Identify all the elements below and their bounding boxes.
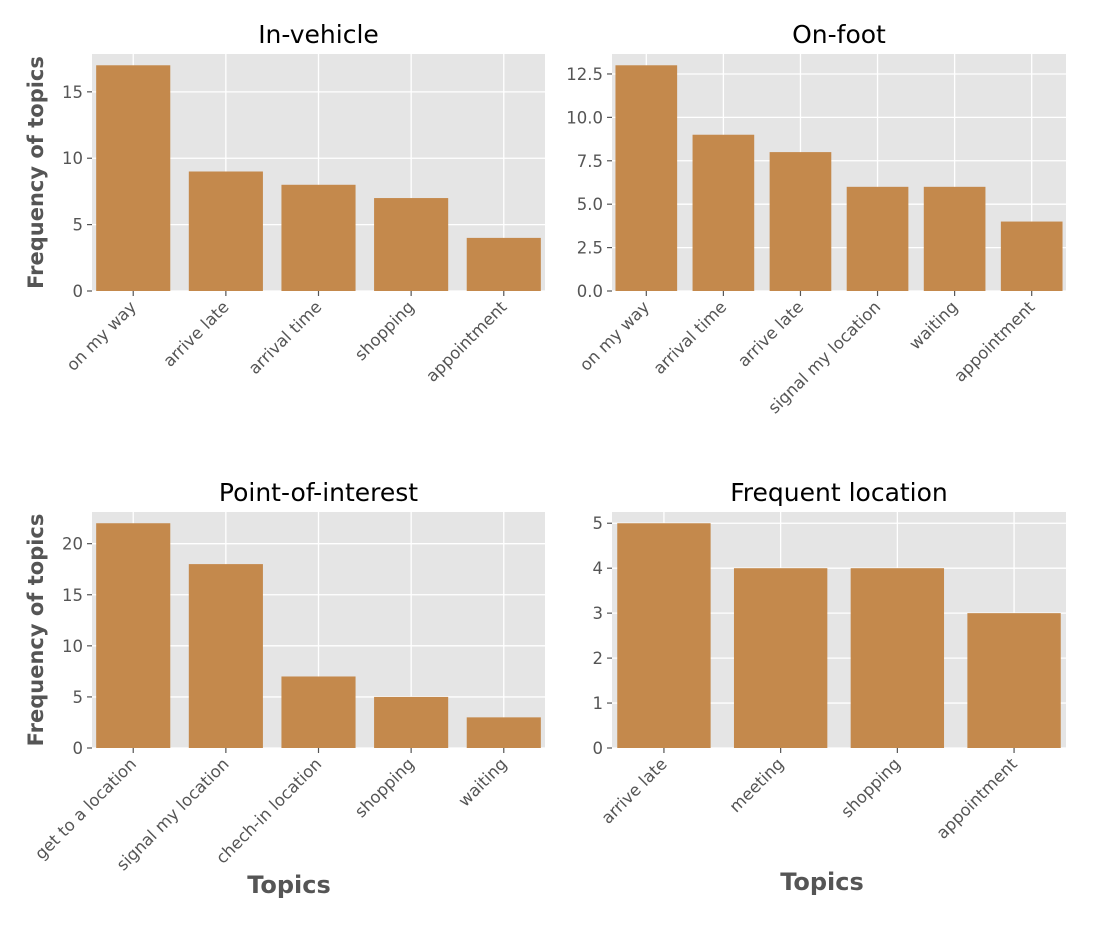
- y-tick-label: 5: [593, 514, 604, 533]
- y-axis-label: Frequency of topics: [24, 514, 48, 747]
- x-tick-label: shopping: [351, 297, 418, 364]
- bar-arrive-late: [188, 171, 263, 291]
- bar-arrive-late: [769, 152, 832, 291]
- plot-area: [612, 54, 1066, 291]
- x-tick-label: chech-in location: [212, 754, 325, 867]
- y-tick-label: 1: [593, 694, 604, 713]
- bar-arrival-time: [281, 184, 356, 291]
- y-tick-label: 5: [73, 216, 84, 235]
- x-axis-label: Topics: [247, 871, 331, 899]
- y-tick-label: 15: [62, 586, 83, 605]
- chart-title: Frequent location: [730, 478, 948, 507]
- bar-arrival-time: [692, 134, 755, 291]
- y-tick-label: 2.5: [577, 239, 603, 258]
- x-tick-label: arrival time: [245, 297, 326, 378]
- x-tick-label: appointment: [422, 297, 511, 386]
- y-tick-label: 0: [73, 282, 84, 301]
- bar-appointment: [466, 237, 541, 291]
- bar-waiting: [466, 717, 541, 748]
- bar-on-my-way: [615, 65, 678, 292]
- bar-meeting: [733, 568, 828, 748]
- x-tick-label: arrive late: [598, 754, 671, 827]
- chart-title: In-vehicle: [258, 20, 379, 49]
- bar-waiting: [923, 186, 986, 291]
- chart-panel-4: 0 1 2 3 4 5 arrive late meeting shopping appointm…: [593, 478, 1066, 896]
- bar-signal-my-location: [846, 186, 909, 291]
- chart-panel-1: 0 5 10 15 on my way arrive late arrival time sh…: [24, 20, 545, 386]
- y-tick-label: 20: [62, 535, 83, 554]
- y-tick-label: 3: [593, 604, 604, 623]
- bar-shopping: [374, 696, 449, 748]
- y-tick-label: 2: [593, 649, 604, 668]
- x-tick-label: arrive late: [734, 297, 807, 370]
- y-tick-label: 10: [62, 149, 83, 168]
- chart-title: On-foot: [792, 20, 886, 49]
- bar-signal-my-location: [188, 564, 263, 748]
- y-tick-label: 12.5: [566, 65, 603, 84]
- x-tick-label: shopping: [351, 754, 418, 821]
- y-tick-label: 0: [73, 739, 84, 758]
- x-tick-label: arrival time: [650, 297, 731, 378]
- x-tick-label: arrive late: [160, 297, 233, 370]
- y-axis-label: Frequency of topics: [24, 56, 48, 289]
- bar-shopping: [850, 568, 945, 748]
- x-tick-label: waiting: [905, 297, 961, 353]
- x-tick-label: appointment: [933, 754, 1022, 843]
- y-tick-label: 4: [593, 559, 604, 578]
- y-tick-label: 5.0: [577, 195, 603, 214]
- y-tick-label: 0.0: [577, 282, 603, 301]
- chart-title: Point-of-interest: [219, 478, 418, 507]
- x-tick-label: meeting: [726, 754, 788, 816]
- x-axis-label: Topics: [780, 868, 864, 896]
- bar-chech-in-location: [281, 676, 356, 748]
- x-tick-label: shopping: [837, 754, 904, 821]
- y-tick-label: 0: [593, 739, 604, 758]
- y-tick-label: 10.0: [566, 108, 603, 127]
- y-tick-label: 5: [73, 688, 84, 707]
- y-tick-label: 7.5: [577, 152, 603, 171]
- x-tick-label: on my way: [63, 297, 140, 374]
- bar-appointment: [1000, 221, 1063, 291]
- bar-shopping: [374, 198, 449, 291]
- x-tick-label: waiting: [455, 754, 511, 810]
- x-tick-label: get to a location: [31, 754, 140, 863]
- y-tick-label: 10: [62, 637, 83, 656]
- bar-on-my-way: [96, 65, 171, 292]
- bar-get-to-a-location: [96, 523, 171, 748]
- bar-appointment: [967, 613, 1061, 748]
- x-tick-label: appointment: [950, 297, 1039, 386]
- x-tick-label: on my way: [576, 297, 653, 374]
- y-tick-label: 15: [62, 83, 83, 102]
- bar-arrive-late: [617, 523, 711, 748]
